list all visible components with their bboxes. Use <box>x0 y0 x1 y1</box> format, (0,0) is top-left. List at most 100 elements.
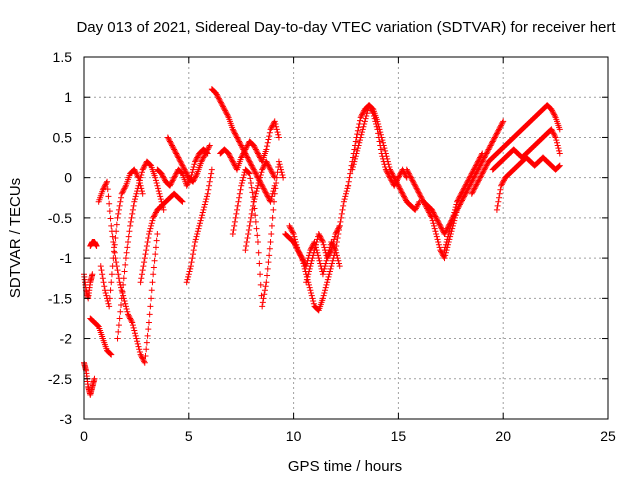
data-point <box>415 200 422 207</box>
data-point <box>464 186 471 193</box>
data-point <box>240 149 247 156</box>
data-point <box>131 166 138 173</box>
data-point <box>436 221 443 228</box>
data-point <box>253 225 260 232</box>
data-point <box>290 230 297 237</box>
data-point <box>115 210 122 217</box>
data-point <box>442 241 449 248</box>
data-point <box>194 230 201 237</box>
data-point <box>248 210 255 217</box>
data-point <box>140 165 147 172</box>
data-point <box>428 206 435 213</box>
data-point <box>356 139 363 146</box>
data-point <box>102 289 109 296</box>
data-point <box>496 190 503 197</box>
data-point <box>128 214 135 221</box>
data-point <box>274 129 281 136</box>
data-point <box>271 182 278 189</box>
data-point <box>143 346 150 353</box>
data-point <box>263 146 270 153</box>
data-point <box>499 119 506 126</box>
data-point <box>254 232 261 239</box>
data-point <box>128 318 135 325</box>
data-point <box>465 184 472 191</box>
data-point <box>238 180 245 187</box>
data-point <box>106 200 113 207</box>
data-point <box>310 300 317 307</box>
data-series <box>81 86 563 398</box>
data-point <box>452 209 459 216</box>
data-point <box>435 220 442 227</box>
data-point <box>101 287 108 294</box>
data-point <box>179 198 186 205</box>
series-arc-25 <box>489 126 563 173</box>
data-point <box>169 142 176 149</box>
data-point <box>236 194 243 201</box>
data-point <box>275 131 282 138</box>
data-point <box>497 123 504 130</box>
data-point <box>333 228 340 235</box>
data-point <box>368 106 375 113</box>
data-point <box>183 182 190 189</box>
data-point <box>150 264 157 271</box>
data-point <box>246 222 253 229</box>
data-point <box>349 166 356 173</box>
data-point <box>295 248 302 255</box>
data-point <box>148 220 155 227</box>
data-point <box>303 279 310 286</box>
data-point <box>143 247 150 254</box>
data-point <box>361 121 368 128</box>
data-point <box>556 126 563 133</box>
data-point <box>154 182 161 189</box>
data-point <box>122 255 129 262</box>
data-point <box>127 218 134 225</box>
data-point <box>375 130 382 137</box>
data-point <box>480 167 487 174</box>
data-point <box>180 165 187 172</box>
data-point <box>244 154 251 161</box>
data-point <box>248 162 255 169</box>
data-point <box>469 189 476 196</box>
data-point <box>140 263 147 270</box>
data-point <box>287 224 294 231</box>
data-point <box>256 260 263 267</box>
data-point <box>334 255 341 262</box>
data-point <box>177 158 184 165</box>
data-point <box>458 197 465 204</box>
data-point <box>441 247 448 254</box>
data-point <box>271 190 278 197</box>
data-point <box>169 177 176 184</box>
data-point <box>213 91 220 98</box>
data-point <box>481 166 488 173</box>
data-point <box>360 123 367 130</box>
data-point <box>158 170 165 177</box>
data-point <box>98 267 105 274</box>
data-point <box>202 150 209 157</box>
data-point <box>167 181 174 188</box>
data-point <box>308 257 315 264</box>
data-point <box>152 251 159 258</box>
data-point <box>303 276 310 283</box>
y-tick-label: -1.5 <box>48 290 72 306</box>
data-point <box>415 189 422 196</box>
data-point <box>432 228 439 235</box>
data-point <box>448 220 455 227</box>
data-point <box>139 267 146 274</box>
data-point <box>373 123 380 130</box>
data-point <box>246 170 253 177</box>
data-point <box>326 249 333 256</box>
data-point <box>99 275 106 282</box>
data-point <box>231 218 238 225</box>
data-point <box>260 295 267 302</box>
data-point <box>461 192 468 199</box>
data-point <box>190 163 197 170</box>
data-point <box>268 193 275 200</box>
data-point <box>232 131 239 138</box>
data-point <box>264 143 271 150</box>
series-arc-24 <box>468 102 563 197</box>
data-point <box>111 249 118 256</box>
data-point <box>178 159 185 166</box>
data-point <box>254 150 261 157</box>
data-point <box>446 228 453 235</box>
data-point <box>442 249 449 256</box>
